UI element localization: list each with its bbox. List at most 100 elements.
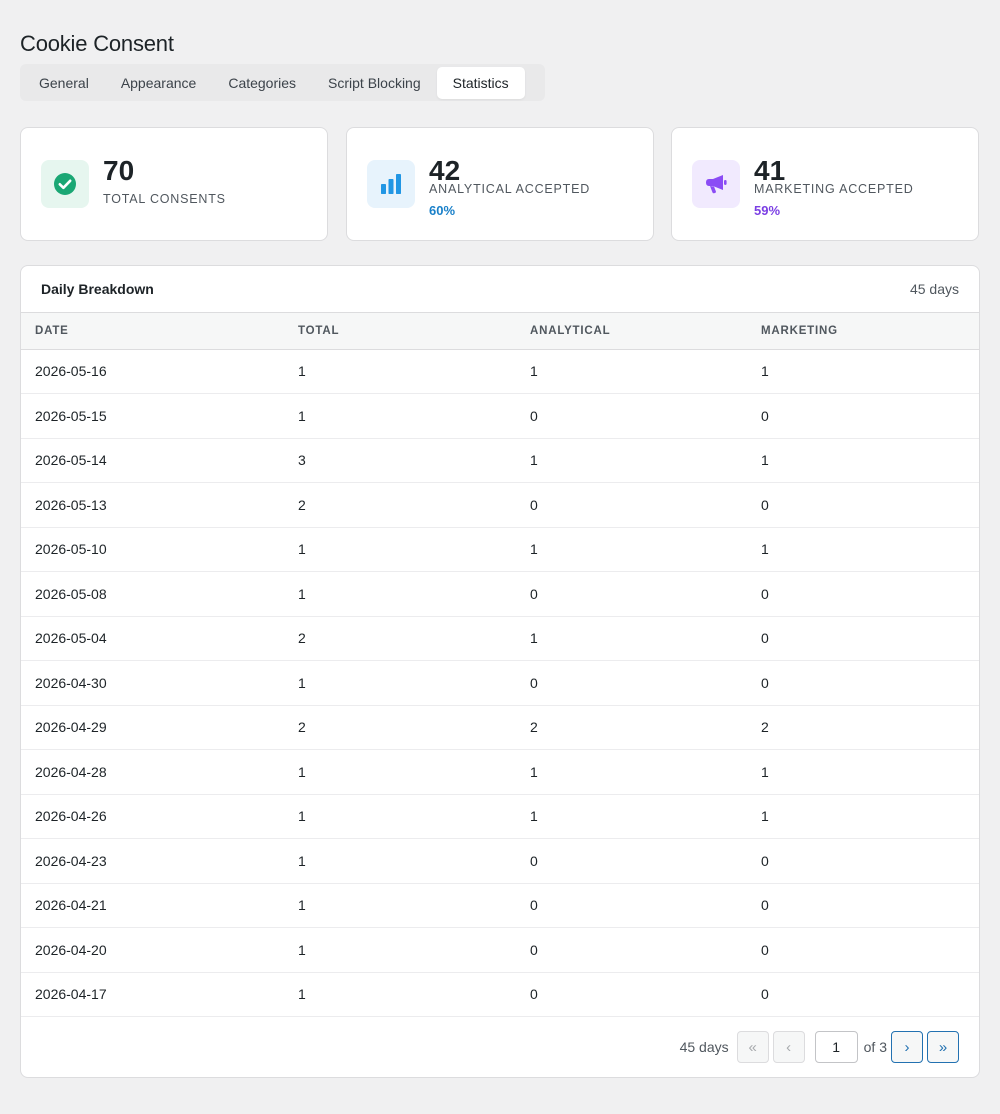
cell-date: 2026-05-04	[21, 616, 298, 661]
cell-analytical: 1	[530, 749, 761, 795]
table-row: 2026-04-29 2 2 2	[21, 705, 979, 750]
table-row: 2026-05-16 1 1 1	[21, 349, 979, 394]
cell-analytical: 0	[530, 660, 761, 706]
tab-statistics[interactable]: Statistics	[436, 66, 525, 99]
cell-marketing: 0	[761, 482, 979, 528]
cell-analytical: 0	[530, 972, 761, 1017]
megaphone-icon	[692, 160, 740, 208]
prev-page-button[interactable]: ‹	[772, 1031, 805, 1063]
tab-categories[interactable]: Categories	[228, 74, 297, 91]
total-pages-label: of 3	[863, 1039, 887, 1055]
table-row: 2026-05-14 3 1 1	[21, 438, 979, 483]
column-header-marketing: MARKETING	[761, 313, 979, 350]
cell-date: 2026-04-30	[21, 660, 298, 706]
column-header-total: TOTAL	[298, 313, 530, 350]
cell-analytical: 0	[530, 838, 761, 884]
stat-card-total-consents: 70 TOTAL CONSENTS	[20, 127, 328, 241]
stat-card-marketing-accepted: 41 MARKETING ACCEPTED 59%	[671, 127, 979, 241]
cell-date: 2026-04-26	[21, 794, 298, 839]
cell-analytical: 1	[530, 438, 761, 483]
cell-marketing: 0	[761, 571, 979, 617]
cell-date: 2026-05-10	[21, 527, 298, 572]
cell-marketing: 0	[761, 927, 979, 973]
cell-marketing: 0	[761, 972, 979, 1017]
cell-date: 2026-04-23	[21, 838, 298, 884]
stat-value: 41	[754, 155, 786, 186]
stat-label: MARKETING ACCEPTED	[754, 182, 914, 196]
cell-date: 2026-04-28	[21, 749, 298, 795]
cell-total: 1	[298, 794, 530, 839]
table-row: 2026-04-28 1 1 1	[21, 749, 979, 795]
panel-header: Daily Breakdown 45 days	[21, 266, 979, 313]
tab-general[interactable]: General	[39, 74, 89, 91]
cell-analytical: 0	[530, 482, 761, 528]
cell-date: 2026-04-29	[21, 705, 298, 750]
tab-bar: General Appearance Categories Script Blo…	[20, 64, 545, 101]
table-row: 2026-05-04 2 1 0	[21, 616, 979, 661]
cell-total: 2	[298, 616, 530, 661]
cell-date: 2026-04-20	[21, 927, 298, 973]
daily-breakdown-panel: Daily Breakdown 45 days DATE TOTAL ANALY…	[20, 265, 980, 1078]
table-header-row: DATE TOTAL ANALYTICAL MARKETING	[21, 313, 979, 350]
cell-analytical: 1	[530, 349, 761, 394]
cell-analytical: 1	[530, 616, 761, 661]
cell-marketing: 0	[761, 660, 979, 706]
next-page-button[interactable]: ›	[891, 1031, 923, 1063]
cell-total: 1	[298, 660, 530, 706]
column-header-date: DATE	[21, 313, 298, 350]
table-row: 2026-04-30 1 0 0	[21, 660, 979, 706]
table-row: 2026-04-17 1 0 0	[21, 972, 979, 1017]
cell-marketing: 0	[761, 393, 979, 439]
cell-analytical: 0	[530, 571, 761, 617]
column-header-analytical: ANALYTICAL	[530, 313, 761, 350]
pagination-count: 45 days	[679, 1039, 729, 1055]
table-row: 2026-04-26 1 1 1	[21, 794, 979, 839]
cell-marketing: 0	[761, 838, 979, 884]
cell-date: 2026-05-13	[21, 482, 298, 528]
cell-analytical: 1	[530, 527, 761, 572]
cell-total: 1	[298, 883, 530, 928]
stat-percent: 59%	[754, 203, 781, 218]
cell-analytical: 0	[530, 883, 761, 928]
cell-total: 1	[298, 393, 530, 439]
page-title: Cookie Consent	[20, 31, 174, 56]
cell-total: 2	[298, 705, 530, 750]
cell-total: 1	[298, 838, 530, 884]
cell-total: 1	[298, 349, 530, 394]
cell-marketing: 1	[761, 794, 979, 839]
first-page-button[interactable]: «	[736, 1031, 769, 1063]
cell-analytical: 0	[530, 393, 761, 439]
cell-analytical: 1	[530, 794, 761, 839]
breakdown-table: DATE TOTAL ANALYTICAL MARKETING 2026-05-…	[21, 313, 979, 1017]
stat-value: 70	[103, 155, 135, 186]
cell-date: 2026-04-21	[21, 883, 298, 928]
cell-marketing: 0	[761, 616, 979, 661]
bar-chart-icon	[367, 160, 415, 208]
cell-marketing: 2	[761, 705, 979, 750]
pagination: 45 days « ‹ of 3 › »	[21, 1017, 979, 1077]
table-row: 2026-05-15 1 0 0	[21, 393, 979, 439]
stat-value: 42	[429, 155, 461, 186]
current-page-input[interactable]	[814, 1031, 858, 1063]
stat-card-analytical-accepted: 42 ANALYTICAL ACCEPTED 60%	[346, 127, 654, 241]
cell-marketing: 0	[761, 883, 979, 928]
table-row: 2026-04-23 1 0 0	[21, 838, 979, 884]
table-row: 2026-04-20 1 0 0	[21, 927, 979, 973]
tab-appearance[interactable]: Appearance	[120, 74, 197, 91]
last-page-button[interactable]: »	[927, 1031, 959, 1063]
cell-analytical: 2	[530, 705, 761, 750]
tab-script-blocking[interactable]: Script Blocking	[328, 74, 421, 91]
cell-total: 1	[298, 571, 530, 617]
cell-date: 2026-05-16	[21, 349, 298, 394]
table-row: 2026-05-08 1 0 0	[21, 571, 979, 617]
cell-date: 2026-04-17	[21, 972, 298, 1017]
days-count: 45 days	[909, 281, 959, 297]
cell-date: 2026-05-08	[21, 571, 298, 617]
table-row: 2026-05-10 1 1 1	[21, 527, 979, 572]
cell-total: 1	[298, 927, 530, 973]
cell-marketing: 1	[761, 527, 979, 572]
panel-title: Daily Breakdown	[41, 281, 154, 297]
check-circle-icon	[41, 160, 89, 208]
cell-marketing: 1	[761, 438, 979, 483]
cell-marketing: 1	[761, 349, 979, 394]
